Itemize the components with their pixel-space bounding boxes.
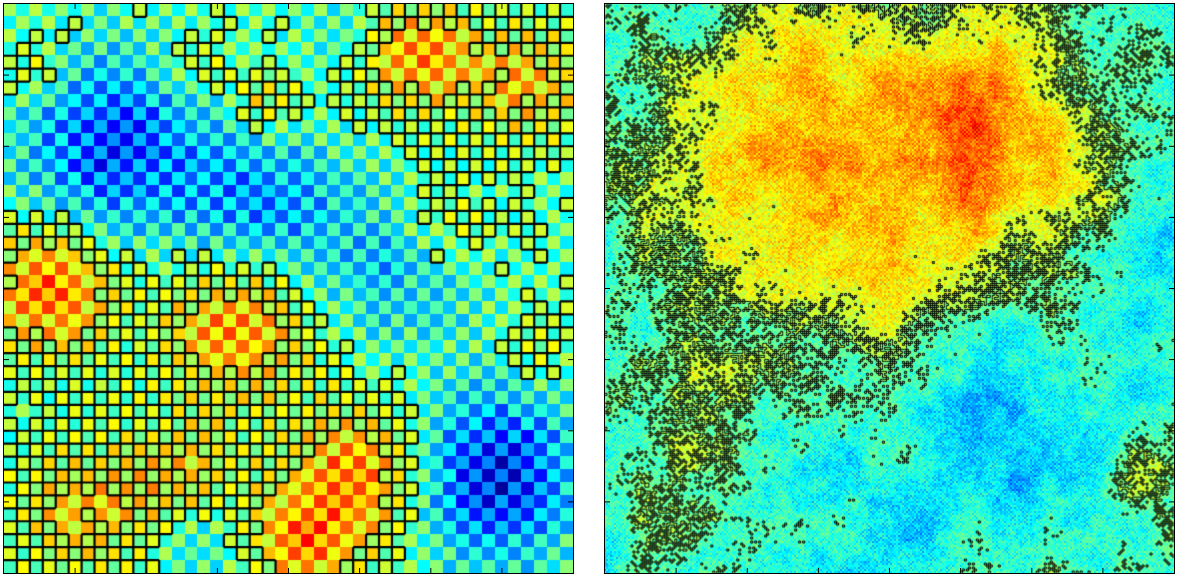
right-heatmap-panel	[604, 3, 1175, 574]
right-random-field-heatmap	[605, 4, 1174, 573]
left-checkerboard-heatmap	[4, 4, 573, 573]
left-heatmap-panel	[3, 3, 574, 574]
